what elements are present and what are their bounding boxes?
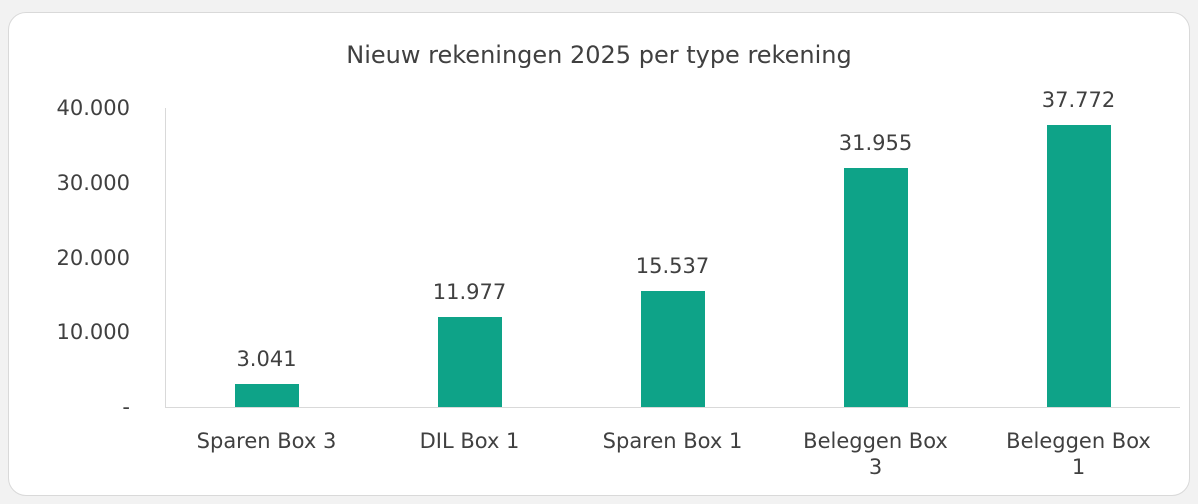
value-label: 15.537 [635,253,710,278]
y-tick-label: 20.000 [56,245,130,270]
x-tick-label: Beleggen Box 3 [803,429,948,479]
y-tick-label: - [122,395,130,419]
bar [437,317,502,407]
bar [640,290,705,407]
x-axis-line [165,407,1180,408]
x-tick-label: Sparen Box 1 [602,429,743,453]
x-tick-label: Beleggen Box 1 [1006,429,1151,479]
bar [1046,124,1111,407]
x-tick-label: Sparen Box 3 [196,429,337,453]
value-label: 31.955 [838,131,913,156]
y-tick-label: 10.000 [56,320,130,345]
value-label: 11.977 [432,280,507,305]
value-label: 37.772 [1041,87,1116,112]
bar [843,168,908,407]
y-tick-label: 40.000 [56,96,130,120]
card [8,12,1190,496]
x-tick-label: DIL Box 1 [419,429,520,453]
y-axis-line [165,108,166,407]
bar [234,384,299,407]
y-tick-label: 30.000 [56,170,130,195]
chart-title: Nieuw rekeningen 2025 per type rekening [346,41,852,69]
value-label: 3.041 [236,347,297,372]
